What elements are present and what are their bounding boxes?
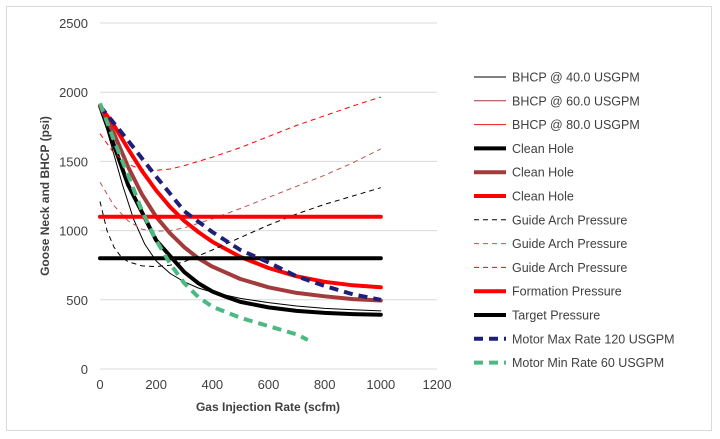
y-tick-label: 1500 — [59, 154, 88, 169]
x-tick-label: 600 — [258, 377, 280, 392]
x-tick-label: 1200 — [423, 377, 452, 392]
x-tick-label: 200 — [145, 377, 167, 392]
series-line-0 — [99, 105, 382, 312]
legend-label-3: Clean Hole — [512, 142, 574, 156]
series-line-12 — [98, 102, 309, 342]
legend-label-1: BHCP @ 60.0 USGPM — [512, 94, 640, 108]
legend-label-6: Guide Arch Pressure — [512, 213, 627, 227]
legend-label-11: Motor Max Rate 120 USGPM — [512, 332, 675, 346]
legend-label-9: Formation Pressure — [512, 285, 622, 299]
y-tick-label: 2000 — [59, 85, 88, 100]
tick-labels: 0 500 1000 1500 2000 2500 0 200 400 600 800 1000 120… — [59, 16, 451, 392]
legend-label-12: Motor Min Rate 60 USGPM — [512, 356, 664, 370]
legend-label-4: Clean Hole — [512, 166, 574, 180]
x-tick-label: 1000 — [366, 377, 395, 392]
legend-label-0: BHCP @ 40.0 USGPM — [512, 71, 640, 85]
series-line-1 — [99, 105, 382, 301]
series-line-3 — [98, 104, 383, 317]
x-tick-label: 800 — [314, 377, 336, 392]
legend-label-7: Guide Arch Pressure — [512, 237, 627, 251]
y-tick-label: 500 — [66, 293, 88, 308]
series-line-11 — [98, 104, 382, 302]
series-line-6 — [99, 187, 381, 268]
series-lines — [98, 96, 383, 342]
y-tick-label: 2500 — [59, 16, 88, 31]
y-axis-title: Goose Neck and BHCP (psi) — [38, 116, 52, 276]
series-line-5 — [98, 104, 383, 290]
grid-lines — [100, 22, 437, 370]
legend: BHCP @ 40.0 USGPM BHCP @ 60.0 USGPM BHCP @… — [474, 71, 675, 370]
legend-label-2: BHCP @ 80.0 USGPM — [512, 118, 640, 132]
legend-label-8: Guide Arch Pressure — [512, 261, 627, 275]
series-line-4 — [98, 104, 383, 303]
y-tick-label: 0 — [81, 362, 88, 377]
legend-label-10: Target Pressure — [512, 309, 600, 323]
x-tick-label: 400 — [201, 377, 223, 392]
x-axis-title: Gas Injection Rate (scfm) — [196, 400, 340, 414]
legend-label-5: Clean Hole — [512, 190, 574, 204]
x-tick-label: 0 — [96, 377, 103, 392]
y-tick-label: 1000 — [59, 224, 88, 239]
series-line-8 — [99, 96, 381, 171]
